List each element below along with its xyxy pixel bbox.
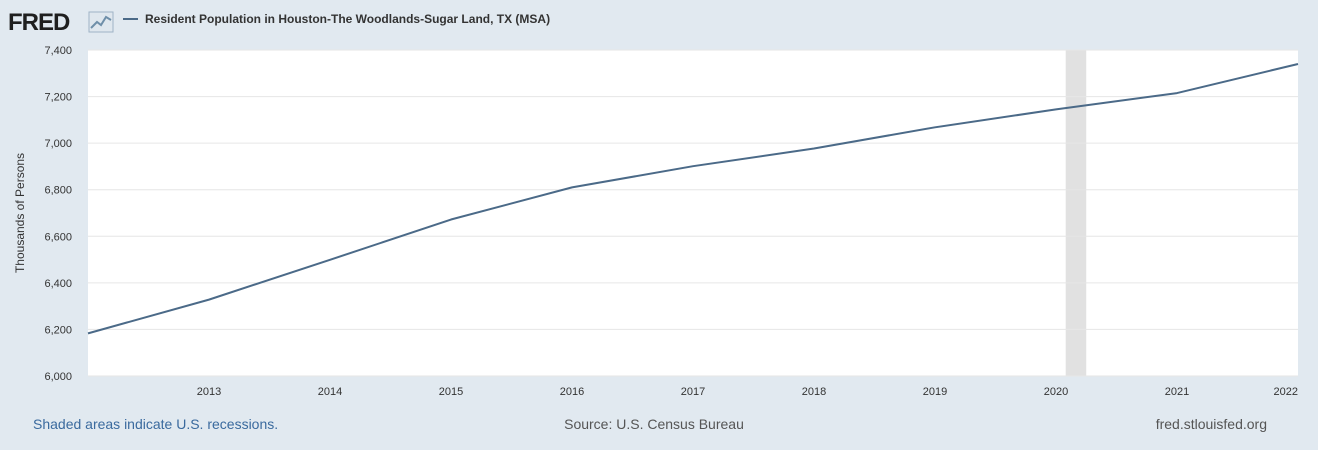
y-axis-ticks: 6,000 6,200 6,400 6,600 6,800 7,000 7,200 7,400 [44, 45, 72, 383]
y-tick-label: 7,000 [44, 138, 72, 150]
y-axis-title: Thousands of Persons [13, 153, 27, 273]
x-tick-label: 2019 [923, 386, 947, 398]
x-tick-label: 2013 [197, 386, 221, 398]
series-point[interactable] [689, 162, 697, 170]
x-tick-label: 2014 [318, 386, 342, 398]
y-tick-label: 6,800 [44, 185, 72, 197]
series-point[interactable] [1052, 105, 1060, 113]
legend: Resident Population in Houston-The Woodl… [123, 12, 550, 26]
series-point[interactable] [326, 256, 334, 264]
fred-logo-chart-icon [88, 11, 114, 33]
y-tick-label: 7,200 [44, 92, 72, 104]
x-tick-label: 2015 [439, 386, 463, 398]
series-point[interactable] [931, 123, 939, 131]
gridlines [88, 49, 1298, 377]
x-tick-label: 2021 [1165, 386, 1189, 398]
series-point[interactable] [205, 296, 213, 304]
y-tick-label: 6,200 [44, 324, 72, 336]
x-tick-label: 2018 [802, 386, 826, 398]
site-link[interactable]: fred.stlouisfed.org [1156, 416, 1267, 432]
series-point[interactable] [568, 183, 576, 191]
series-point[interactable] [84, 329, 92, 337]
x-tick-label: 2016 [560, 386, 584, 398]
recession-band [1065, 50, 1087, 376]
x-tick-label: 2022 [1274, 386, 1298, 398]
recession-bands [1065, 50, 1087, 376]
y-tick-label: 6,000 [44, 371, 72, 383]
series-layer [84, 60, 1302, 337]
x-tick-label: 2017 [681, 386, 705, 398]
fred-logo-text[interactable]: FRED [8, 9, 71, 36]
source-text: Source: U.S. Census Bureau [564, 416, 744, 432]
x-axis-ticks: 2013 2014 2015 2016 2017 2018 2019 2020 2021 2022 [197, 386, 1298, 398]
y-tick-label: 6,400 [44, 278, 72, 290]
legend-label: Resident Population in Houston-The Woodl… [145, 12, 550, 26]
series-point[interactable] [1173, 89, 1181, 97]
y-tick-label: 6,600 [44, 231, 72, 243]
series-point[interactable] [447, 216, 455, 224]
series-line[interactable] [87, 62, 1299, 335]
series-point[interactable] [810, 144, 818, 152]
series-point[interactable] [1294, 60, 1302, 68]
fred-logo[interactable]: FRED [8, 9, 114, 36]
plot-area [88, 50, 1298, 376]
y-tick-label: 7,400 [44, 45, 72, 57]
x-tick-label: 2020 [1044, 386, 1068, 398]
recession-note-link[interactable]: Shaded areas indicate U.S. recessions. [33, 416, 278, 432]
